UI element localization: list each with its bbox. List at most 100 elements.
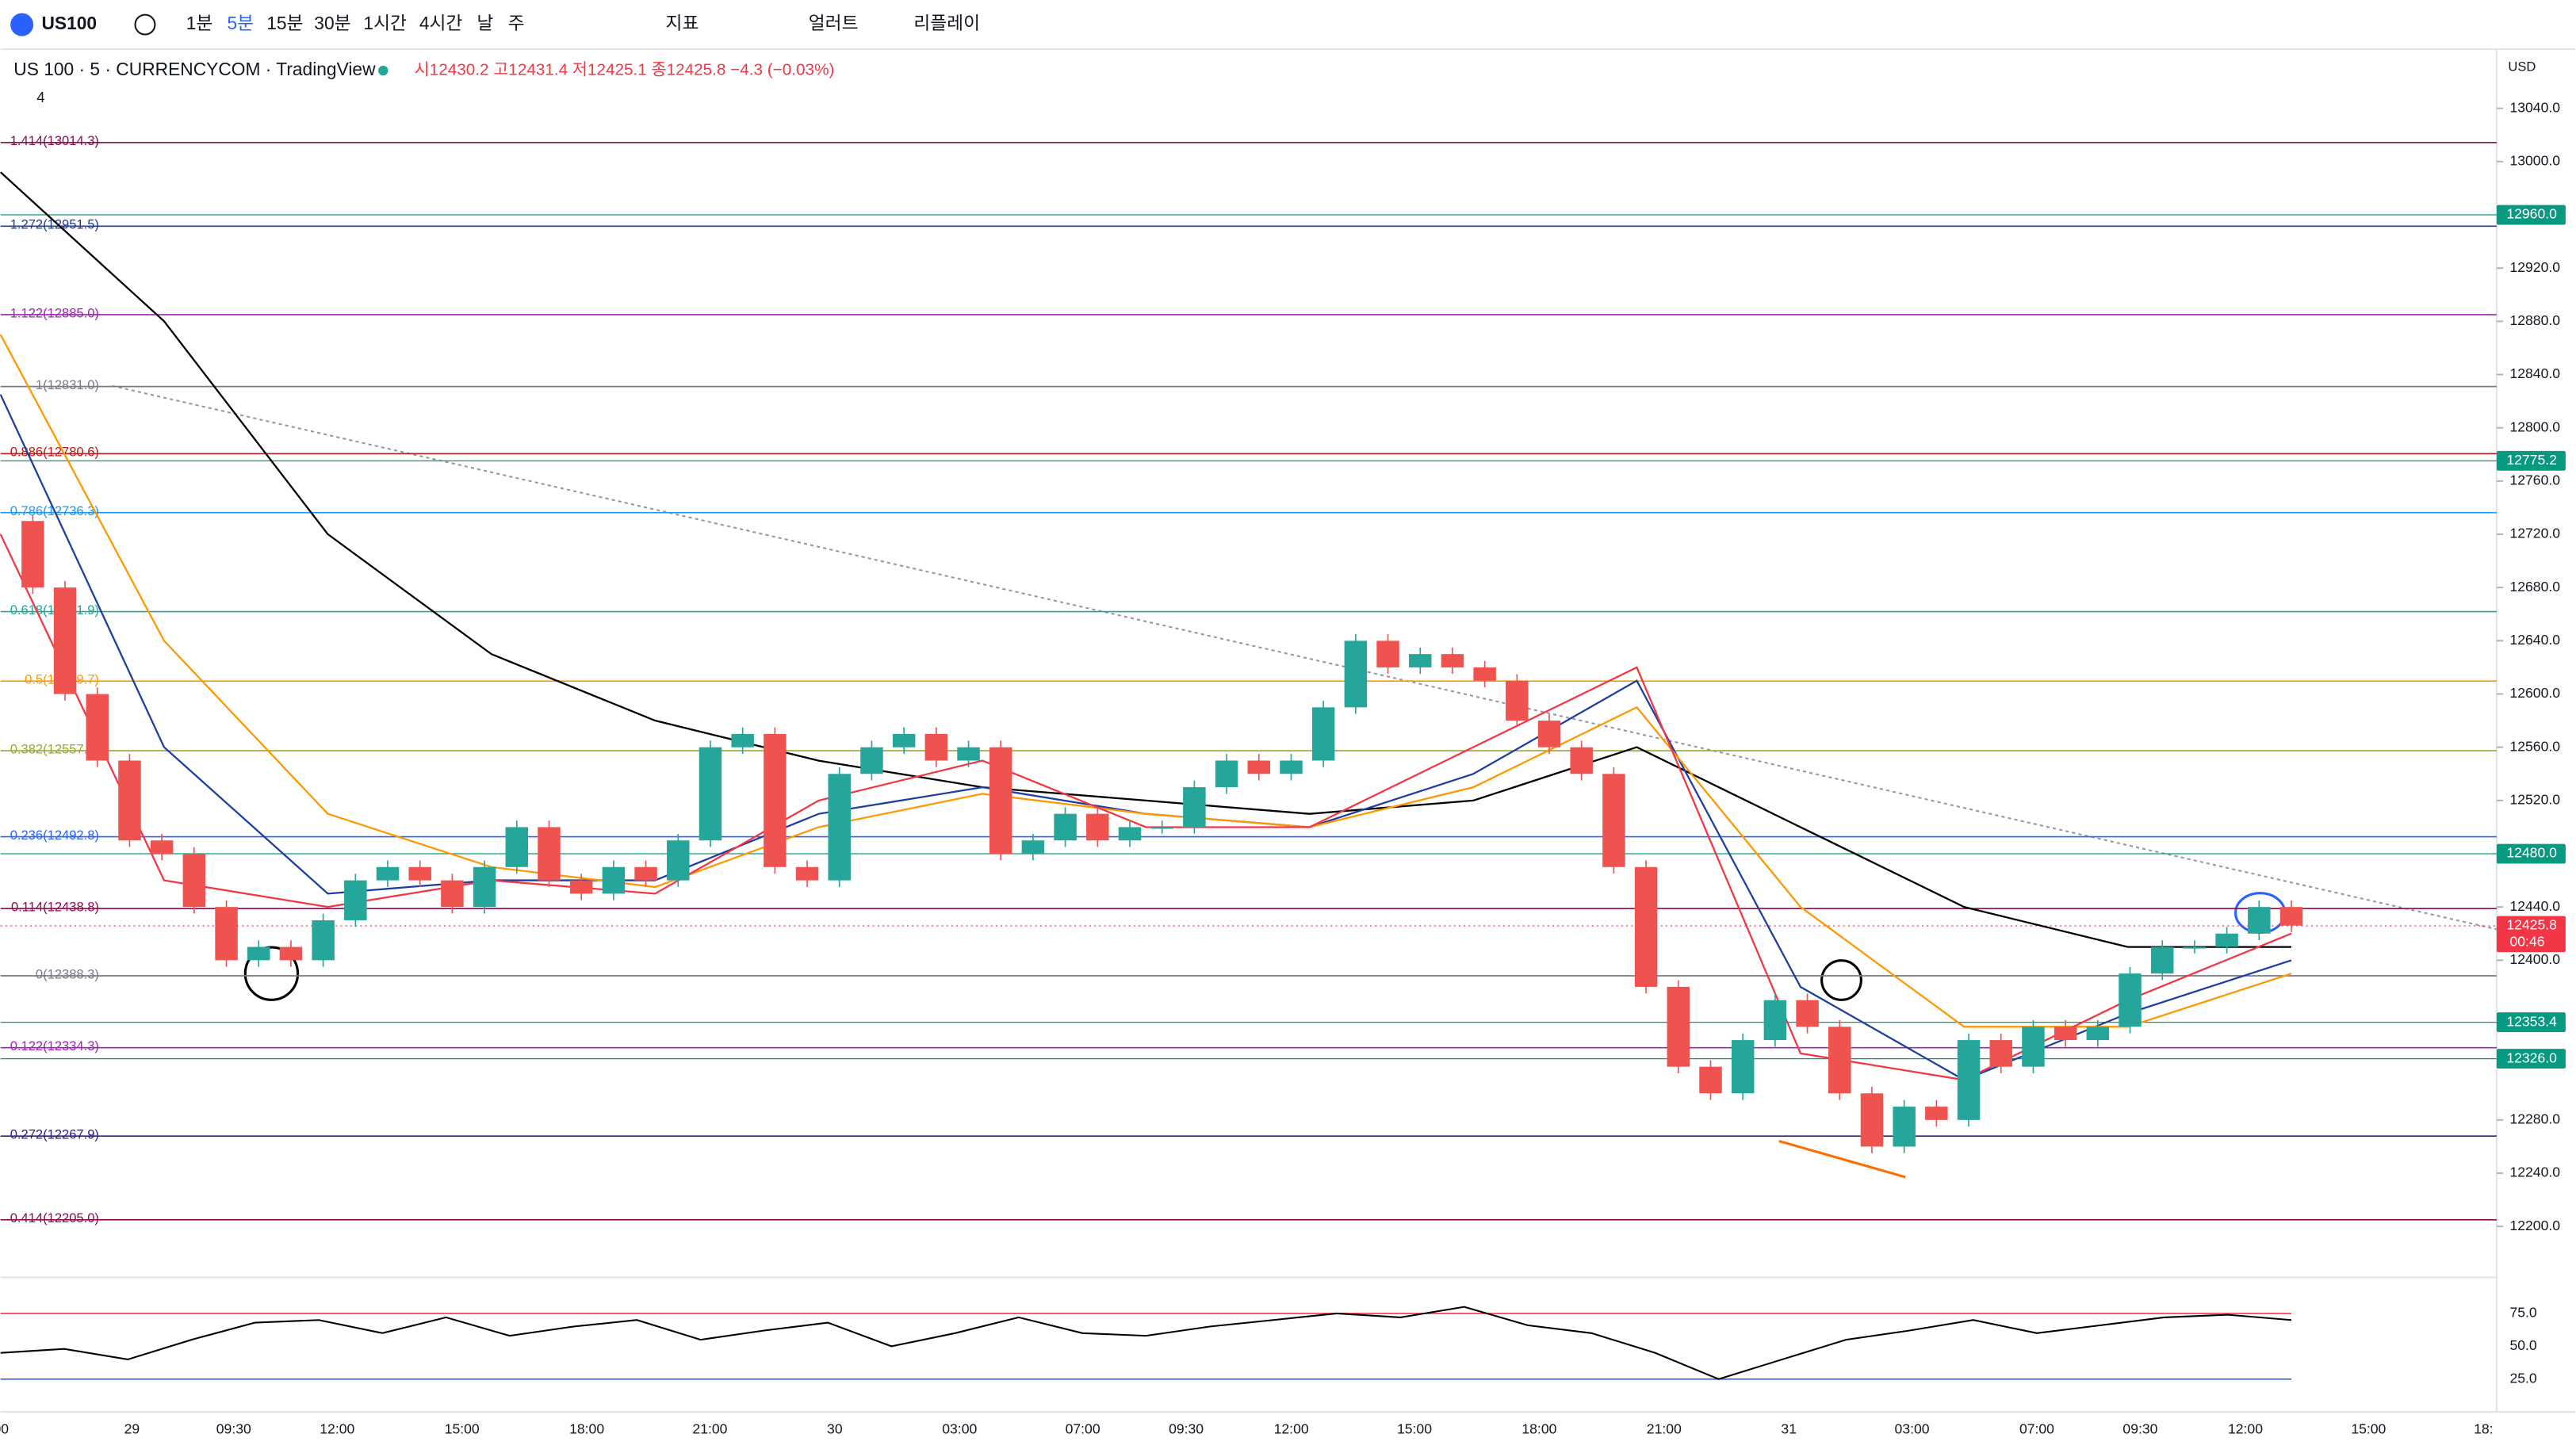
interval-button[interactable]: 4시간 <box>419 13 463 33</box>
price-tick-label: 12880.0 <box>2509 312 2560 328</box>
candle <box>538 827 561 881</box>
interval-button[interactable]: 주 <box>508 13 525 33</box>
fib-label: 0.414(12205.0) <box>10 1210 99 1225</box>
price-tick-label: 13000.0 <box>2509 153 2560 169</box>
replay-button[interactable]: 리플레이 <box>913 13 980 33</box>
price-tick-label: 12280.0 <box>2509 1111 2560 1127</box>
rsi-line <box>0 1306 2292 1380</box>
candle <box>150 840 174 855</box>
price-tick-label: 12520.0 <box>2509 792 2560 808</box>
candle <box>2086 1027 2110 1041</box>
price-tick-label: 12840.0 <box>2509 365 2560 381</box>
candle <box>892 733 916 748</box>
candle <box>473 866 496 908</box>
candle <box>731 733 754 748</box>
indicator-count[interactable]: 4 <box>36 89 44 105</box>
time-tick-label: 18: <box>2474 1421 2493 1437</box>
candle <box>795 866 819 881</box>
time-tick-label: 15:00 <box>445 1421 480 1437</box>
compare-button[interactable] <box>134 13 156 36</box>
time-tick-label: 09:30 <box>1169 1421 1204 1437</box>
rsi-tick-label: 75.0 <box>2509 1305 2536 1321</box>
candle <box>1280 760 1303 774</box>
interval-button[interactable]: 1분 <box>186 13 213 33</box>
candle <box>1763 1000 1787 1041</box>
price-tag-label: 12326.0 <box>2506 1050 2557 1065</box>
rsi-tick-label: 25.0 <box>2509 1370 2536 1386</box>
candle <box>1667 986 1690 1067</box>
interval-button[interactable]: 30분 <box>314 13 350 33</box>
candle <box>344 880 367 920</box>
symbol-icon[interactable] <box>10 13 34 36</box>
fib-label: 1.414(13014.3) <box>10 133 99 148</box>
candle <box>667 840 690 881</box>
candle <box>989 747 1012 855</box>
alert-button[interactable]: 얼러트 <box>809 13 859 33</box>
time-tick-label: 15:00 <box>2351 1421 2386 1437</box>
candle <box>1989 1040 2012 1067</box>
interval-button[interactable]: 날 <box>477 13 493 33</box>
candle <box>1957 1040 1981 1120</box>
candle <box>1796 1000 1819 1027</box>
time-tick-label: 07:00 <box>1066 1421 1100 1437</box>
fib-label: 0.272(12267.9) <box>10 1127 99 1142</box>
candle <box>2215 933 2238 947</box>
time-tick-label: 09:30 <box>216 1421 251 1437</box>
candle <box>1215 760 1238 788</box>
candle <box>53 587 77 694</box>
candle <box>441 880 464 908</box>
candle <box>1183 787 1206 828</box>
indicators-button[interactable]: 지표 <box>666 13 699 33</box>
market-status <box>378 65 389 76</box>
moving-average <box>0 171 2291 948</box>
price-tag-label: 12960.0 <box>2506 206 2557 222</box>
candle <box>860 747 883 774</box>
price-tick-label: 12200.0 <box>2509 1218 2560 1233</box>
candle <box>1860 1093 1884 1147</box>
candle <box>1731 1040 1755 1094</box>
fib-label: 0.382(12557.4) <box>10 741 99 756</box>
candle <box>2279 907 2303 926</box>
candle <box>1699 1066 1722 1094</box>
fib-label: 1(12831.0) <box>36 377 99 392</box>
candle <box>1344 640 1368 708</box>
price-tick-label: 12920.0 <box>2509 259 2560 275</box>
time-tick-label: 09:30 <box>2122 1421 2157 1437</box>
price-tag <box>2496 843 2566 864</box>
candle <box>182 854 206 908</box>
price-tick-label: 12760.0 <box>2509 472 2560 488</box>
interval-button[interactable]: 1시간 <box>363 13 407 33</box>
candle <box>569 880 593 894</box>
interval-button[interactable]: 15분 <box>266 13 303 33</box>
candle <box>215 907 238 961</box>
interval-button[interactable]: 5분 <box>228 13 255 33</box>
legend-ohlc: 시12430.2 고12431.4 저12425.1 종12425.8 −4.3… <box>415 61 835 79</box>
time-tick-label: 31 <box>1781 1421 1797 1437</box>
candle <box>699 747 722 841</box>
price-tag-label: 12353.4 <box>2506 1013 2557 1029</box>
candle <box>1054 813 1077 841</box>
candle <box>1376 640 1399 667</box>
candle <box>1409 654 1432 667</box>
candle <box>1118 827 1142 841</box>
symbol[interactable]: US100 <box>41 13 97 33</box>
moving-average <box>0 334 2292 1028</box>
fib-label: 0.114(12438.8) <box>11 900 99 915</box>
rsi-tick-label: 50.0 <box>2509 1337 2536 1353</box>
candle <box>1537 721 1561 748</box>
candle <box>1893 1107 1916 1147</box>
candle <box>957 747 980 761</box>
price-tick-label: 12600.0 <box>2509 685 2560 701</box>
price-tick-label: 12400.0 <box>2509 951 2560 967</box>
time-tick-label: 00 <box>0 1421 9 1437</box>
time-tick-label: 12:00 <box>2228 1421 2263 1437</box>
time-tick-label: 30 <box>827 1421 843 1437</box>
candle <box>1506 680 1529 721</box>
candle <box>2119 973 2142 1027</box>
marker-circle <box>1820 959 1862 1001</box>
currency[interactable]: USD <box>2508 59 2536 74</box>
candle <box>764 733 787 867</box>
candle <box>1311 707 1335 761</box>
candle <box>279 946 303 961</box>
